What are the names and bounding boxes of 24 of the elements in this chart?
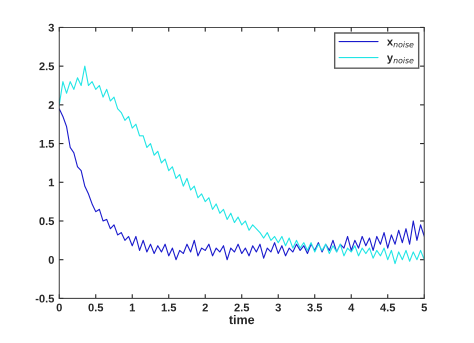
y-tick-label: 0.5: [39, 217, 54, 226]
x-tick-label: 3: [275, 304, 281, 312]
x-tick-label: 4: [348, 304, 354, 312]
x-tick-label: 0: [56, 304, 62, 312]
legend-label: y$_{noise}$: [386, 56, 414, 64]
y-tick-label: 1.5: [40, 140, 54, 148]
line-series: [59, 66, 424, 264]
x-tick-label: 1: [130, 304, 136, 312]
x-tick-label: 4.5: [380, 304, 396, 312]
x-tick-label: 5: [421, 304, 428, 312]
y-tick-label: -0.5: [36, 294, 54, 303]
y-tick-label: 2.5: [39, 62, 54, 70]
x-tick-label: 2.5: [234, 304, 250, 312]
y-tick-label: 2: [48, 101, 54, 109]
x-tick-label: 1.5: [162, 304, 176, 312]
line-series: [59, 108, 424, 260]
x-tick-label: 2: [202, 304, 208, 312]
legend-label: x$_{noise}$: [386, 40, 414, 48]
x-axis-title: time: [229, 315, 254, 324]
x-tick-label: 3.5: [307, 304, 322, 312]
y-tick-label: 1: [48, 178, 54, 186]
y-tick-label: 0: [48, 256, 54, 264]
y-tick-label: 3: [48, 24, 54, 32]
x-tick-label: 0.5: [88, 304, 104, 312]
